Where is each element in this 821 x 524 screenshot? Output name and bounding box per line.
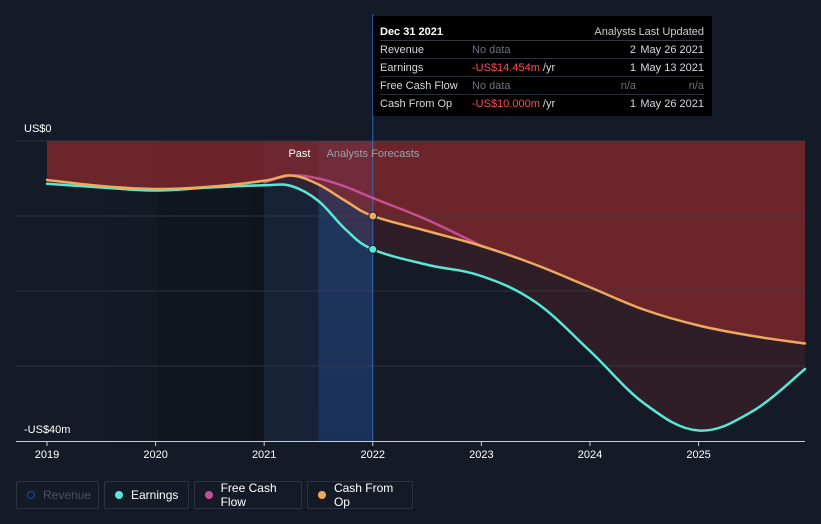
tooltip-analysts: n/a [584, 76, 636, 95]
tooltip-row: Free Cash Flow No data n/a n/a [380, 76, 704, 95]
forecast-label: Analysts Forecasts [326, 148, 419, 160]
y-top-label: US$0 [24, 123, 52, 135]
tooltip-metric: Earnings [380, 58, 472, 77]
tooltip-analysts: 2 [584, 40, 636, 59]
tooltip-metric: Revenue [380, 40, 472, 59]
cash-from-op-point [368, 211, 378, 221]
tooltip-updated: May 13 2021 [636, 58, 704, 77]
tooltip-row: Earnings -US$14.454m /yr 1 May 13 2021 [380, 58, 704, 77]
earnings-dot-icon [115, 491, 123, 499]
x-tick-label: 2024 [578, 449, 602, 461]
past-label: Past [288, 148, 310, 160]
tooltip-col-updated: Last Updated [636, 24, 704, 41]
legend-label: Earnings [131, 488, 179, 502]
x-tick-label: 2025 [686, 449, 710, 461]
x-tick-label: 2019 [35, 449, 59, 461]
data-tooltip: Dec 31 2021 Analysts Last Updated Revenu… [373, 16, 712, 116]
tooltip-table: Dec 31 2021 Analysts Last Updated Revenu… [380, 24, 704, 112]
x-tick-label: 2020 [143, 449, 167, 461]
tooltip-analysts: 1 [584, 58, 636, 77]
tooltip-date: Dec 31 2021 [380, 24, 472, 41]
tooltip-row: Cash From Op -US$10.000m /yr 1 May 26 2021 [380, 95, 704, 113]
negative-area-soft [47, 175, 805, 431]
y-bottom-label: -US$40m [24, 424, 70, 436]
x-tick-label: 2023 [469, 449, 493, 461]
legend-label: Free Cash Flow [220, 481, 277, 509]
tooltip-updated: May 26 2021 [636, 40, 704, 59]
tooltip-row: Revenue No data 2 May 26 2021 [380, 40, 704, 59]
negative-area [47, 141, 805, 344]
legend-label: Revenue [43, 488, 92, 502]
tooltip-value: No data [472, 40, 584, 59]
tooltip-updated: n/a [636, 76, 704, 95]
tooltip-updated: May 26 2021 [640, 97, 704, 110]
tooltip-col-analysts: Analysts [584, 24, 636, 41]
tooltip-value: -US$14.454m /yr [472, 58, 584, 77]
legend-free-cash-flow-toggle[interactable]: Free Cash Flow [194, 481, 302, 509]
tooltip-metric: Cash From Op [380, 97, 453, 110]
legend-earnings-toggle[interactable]: Earnings [104, 481, 189, 509]
cash-from-op-dot-icon [318, 491, 326, 499]
tooltip-metric: Free Cash Flow [380, 76, 472, 95]
earnings-point [368, 244, 378, 254]
x-tick-label: 2021 [252, 449, 276, 461]
tooltip-value: No data [472, 76, 584, 95]
legend-revenue-toggle[interactable]: Revenue [16, 481, 99, 509]
legend-label: Cash From Op [333, 481, 394, 509]
legend-cash-from-op-toggle[interactable]: Cash From Op [307, 481, 413, 509]
tooltip-value: -US$10.000m /yr [472, 97, 556, 110]
tooltip-analysts: 1 [629, 97, 636, 110]
revenue-dot-icon [27, 491, 35, 499]
x-tick-label: 2022 [361, 449, 385, 461]
free-cash-flow-dot-icon [205, 491, 213, 499]
